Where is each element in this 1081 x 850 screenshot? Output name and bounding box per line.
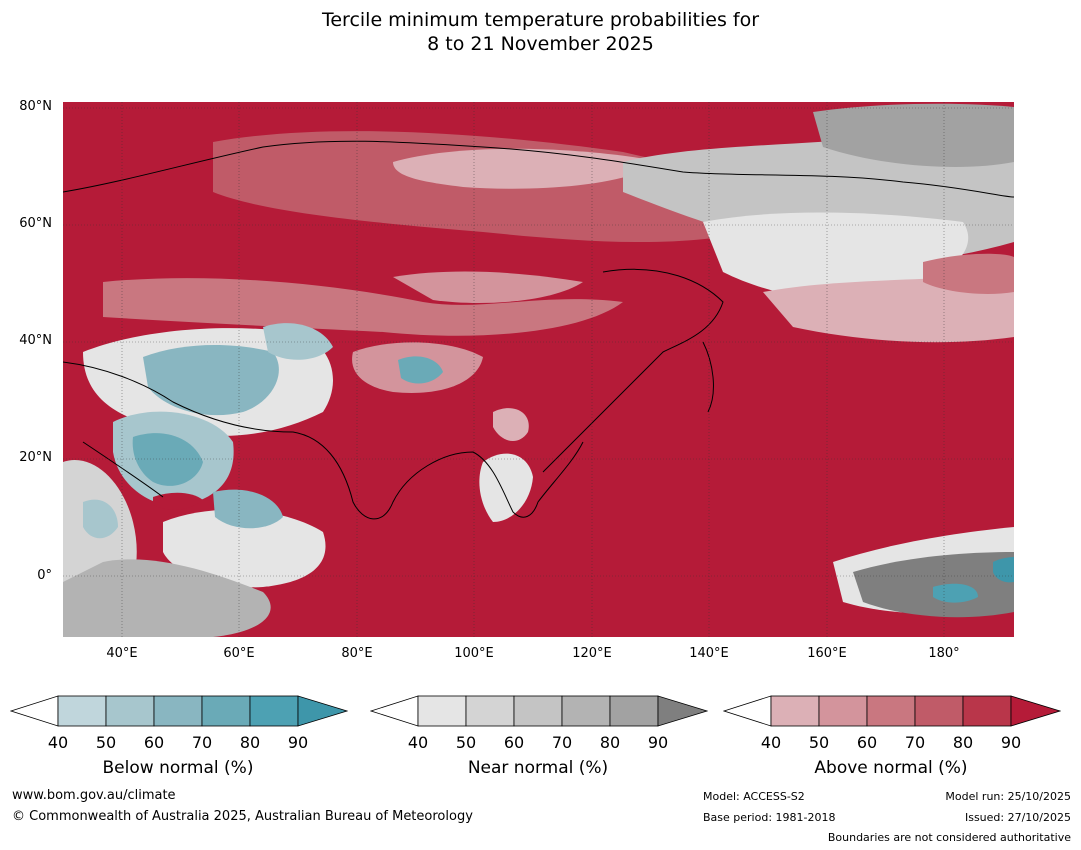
region-ne-russia-light [703, 212, 969, 301]
region-china-light [493, 408, 529, 442]
colorbar-near-title: Near normal (%) [467, 758, 609, 778]
region-tibet-below [398, 356, 443, 384]
colorbar-below-tick: 40 [47, 733, 69, 752]
region-arctic-near-dark [813, 103, 1014, 167]
lon-label-160e: 160°E [807, 646, 847, 661]
lat-label-20n: 20°N [19, 450, 52, 465]
graticule [63, 102, 1014, 637]
region-indian-ocean-below [213, 489, 283, 529]
colorbar-below-bin [153, 695, 203, 727]
colorbar-below-tick: 50 [95, 733, 117, 752]
chart-title: Tercile minimum temperature probabilitie… [0, 8, 1081, 56]
region-iran-below [143, 345, 279, 416]
region-yemen-above [153, 492, 203, 510]
colorbar-above-bin [770, 695, 820, 727]
colorbar-below-title: Below normal (%) [102, 758, 254, 778]
title-line-1: Tercile minimum temperature probabilitie… [321, 9, 760, 31]
model-run-text: Model run: 25/10/2025 [945, 790, 1071, 803]
colorbar-above-low-arrow [722, 695, 772, 727]
region-central-asia-above-mid [103, 278, 623, 336]
colorbar-above-bin [818, 695, 868, 727]
colorbar-above-title: Above normal (%) [814, 758, 968, 778]
lat-label-60n: 60°N [19, 216, 52, 231]
lon-label-80e: 80°E [341, 646, 373, 661]
colorbar-above-svg [722, 695, 1062, 727]
lat-label-40n: 40°N [19, 333, 52, 348]
colorbar-near-bin [513, 695, 563, 727]
colorbar-near-low-arrow [369, 695, 419, 727]
colorbar-below-bin [57, 695, 107, 727]
colorbar-below-tick: 70 [191, 733, 213, 752]
colorbar-below [9, 694, 349, 732]
lon-label-40e: 40°E [106, 646, 138, 661]
disclaimer-text: Boundaries are not considered authoritat… [827, 831, 1071, 844]
colorbar-near-tick: 90 [647, 733, 669, 752]
colorbar-near-bin [465, 695, 515, 727]
colorbar-near-svg [369, 695, 709, 727]
base-period-text: Base period: 1981-2018 [703, 811, 836, 824]
colorbar-below-tick: 60 [143, 733, 165, 752]
region-somalia-below [83, 499, 118, 539]
coastlines [63, 140, 1014, 520]
model-text: Model: ACCESS-S2 [703, 790, 805, 803]
colorbar-below-tick: 90 [287, 733, 309, 752]
colorbar-above-tick: 80 [952, 733, 974, 752]
colorbar-above-tick: 50 [808, 733, 830, 752]
region-pacific-near-dark [853, 552, 1014, 618]
colorbar-near-high-arrow [657, 695, 709, 727]
colorbar-above-bin [962, 695, 1012, 727]
lon-label-140e: 140°E [689, 646, 729, 661]
colorbar-below-bin [105, 695, 155, 727]
colorbar-below-bin [249, 695, 299, 727]
colorbar-above-bin [866, 695, 916, 727]
lon-label-120e: 120°E [572, 646, 612, 661]
colorbar-above-bin [914, 695, 964, 727]
colorbar-near-tick: 50 [455, 733, 477, 752]
lon-label-60e: 60°E [223, 646, 255, 661]
colorbar-near-bin [417, 695, 467, 727]
colorbar-below-low-arrow [9, 695, 59, 727]
lat-label-80n: 80°N [19, 99, 52, 114]
region-caspian-below [263, 323, 333, 360]
colorbar-near-tick: 40 [407, 733, 429, 752]
lon-label-100e: 100°E [454, 646, 494, 661]
region-nw-pacific-above-mid [923, 253, 1014, 294]
title-line-2: 8 to 21 November 2025 [427, 33, 654, 55]
region-arabia-below-core [132, 433, 203, 486]
colorbar-near [369, 694, 709, 732]
issued-text: Issued: 27/10/2025 [964, 811, 1071, 824]
colorbar-above-tick: 60 [856, 733, 878, 752]
website-link[interactable]: www.bom.gov.au/climate [12, 788, 176, 803]
map-svg [63, 102, 1014, 637]
probability-map [63, 102, 1014, 637]
copyright-text: © Commonwealth of Australia 2025, Austra… [12, 809, 473, 824]
colorbar-near-bin [561, 695, 611, 727]
colorbar-near-tick: 60 [503, 733, 525, 752]
colorbar-above-tick: 40 [760, 733, 782, 752]
colorbar-near-bin [609, 695, 659, 727]
region-indian-ocean-near [163, 509, 326, 588]
colorbar-below-bin [201, 695, 251, 727]
colorbar-above [722, 694, 1062, 732]
colorbar-above-tick: 90 [1000, 733, 1022, 752]
colorbar-above-tick: 70 [904, 733, 926, 752]
colorbar-above-high-arrow [1010, 695, 1062, 727]
colorbar-near-tick: 70 [551, 733, 573, 752]
colorbar-below-high-arrow [297, 695, 349, 727]
colorbar-near-tick: 80 [599, 733, 621, 752]
lon-label-180: 180° [928, 646, 960, 661]
colorbar-below-tick: 80 [239, 733, 261, 752]
region-sw-indian-near-dark [63, 559, 271, 637]
colorbar-below-svg [9, 695, 349, 727]
lat-label-0: 0° [37, 568, 52, 583]
region-kazakh-above-light [393, 271, 583, 303]
